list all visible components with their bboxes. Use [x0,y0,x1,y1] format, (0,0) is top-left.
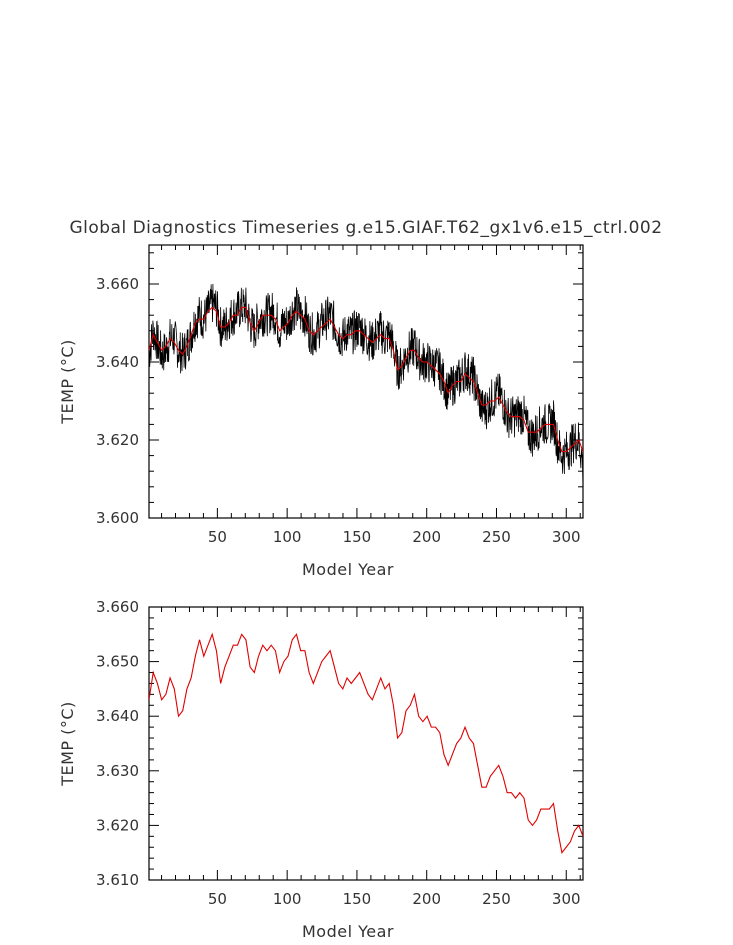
y-tick-label: 3.660 [96,598,139,616]
x-axis-label: Model Year [302,560,394,579]
x-tick-label: 200 [412,890,441,908]
x-tick-label: 300 [552,528,581,546]
y-tick-label: 3.620 [96,431,139,449]
x-tick-label: 250 [482,890,511,908]
series-line-annual-mean [149,306,583,453]
y-tick-label: 3.600 [96,509,139,527]
x-tick-label: 150 [343,528,372,546]
x-tick-label: 50 [208,890,227,908]
y-axis-label: TEMP (°C) [58,701,77,787]
x-tick-label: 50 [208,528,227,546]
x-axis-label: Model Year [302,922,394,941]
bottom-panel: 50 100 150 200 250 300 3.610 3.620 3.630 3.640 3.6… [58,598,584,941]
x-tick-label: 150 [343,890,372,908]
chart-title: Global Diagnostics Timeseries g.e15.GIAF… [69,218,662,238]
x-tick-label: 200 [412,528,441,546]
series-line-annual-mean [149,632,583,854]
y-tick-label: 3.640 [96,707,139,725]
x-tick-label: 100 [273,890,302,908]
series-line-monthly [149,283,583,487]
y-tick-label: 3.650 [96,653,139,671]
x-tick-label: 300 [552,890,581,908]
top-panel: 50 100 150 200 250 300 3.600 3.620 3.640 3.660 Mod… [58,244,584,579]
plot-frame [148,244,584,519]
plot-frame [148,606,584,881]
x-tick-label: 250 [482,528,511,546]
y-tick-label: 3.620 [96,816,139,834]
y-axis-label: TEMP (°C) [58,339,77,425]
y-tick-label: 3.610 [96,871,139,889]
x-tick-label: 100 [273,528,302,546]
y-tick-label: 3.630 [96,762,139,780]
y-tick-label: 3.640 [96,353,139,371]
y-tick-label: 3.660 [96,275,139,293]
